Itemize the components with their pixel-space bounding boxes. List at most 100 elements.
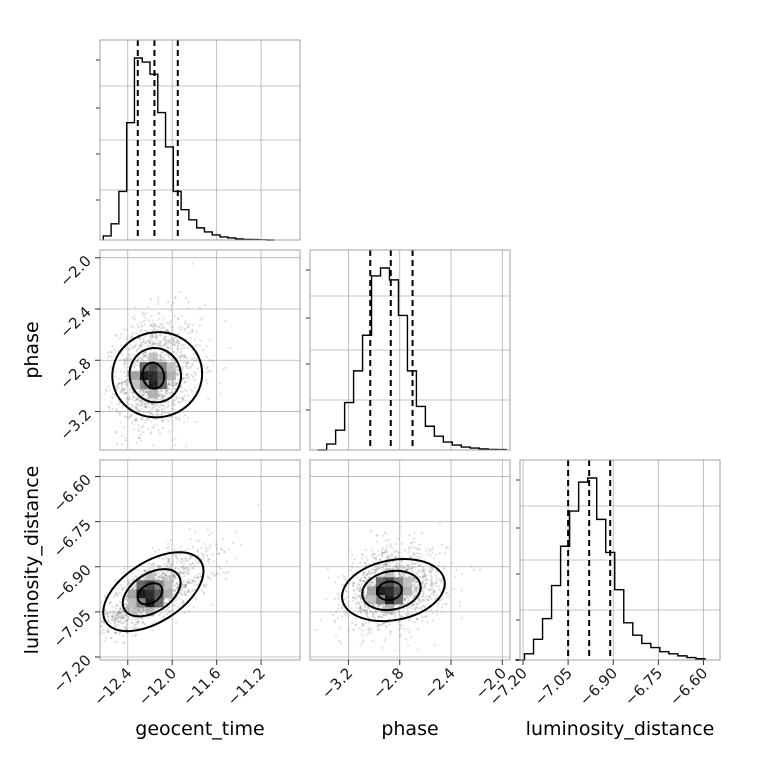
sample-point <box>154 333 157 336</box>
sample-point <box>159 360 162 363</box>
sample-point <box>398 525 401 528</box>
sample-point <box>196 550 199 553</box>
sample-point <box>412 579 415 582</box>
sample-point <box>142 607 145 610</box>
sample-point <box>142 606 145 610</box>
sample-point <box>334 634 338 637</box>
sample-point <box>120 384 124 387</box>
sample-point <box>428 549 431 552</box>
sample-point <box>372 556 375 559</box>
sample-point <box>158 341 161 345</box>
sample-point <box>131 332 134 335</box>
sample-point <box>383 610 386 613</box>
sample-point <box>163 601 166 604</box>
sample-point <box>212 574 216 578</box>
sample-point <box>112 616 115 619</box>
sample-point <box>184 585 187 588</box>
sample-point <box>137 403 140 406</box>
sample-point <box>434 590 437 593</box>
x-axis-label-phase: phase <box>381 718 438 740</box>
sample-point <box>381 623 384 626</box>
sample-point <box>371 615 374 619</box>
sample-point <box>387 538 390 541</box>
sample-point <box>421 532 424 535</box>
sample-point <box>126 401 129 404</box>
sample-point <box>113 641 116 644</box>
sample-point <box>163 359 166 362</box>
sample-point <box>123 602 126 605</box>
sample-point <box>257 504 260 507</box>
sample-point <box>352 584 355 587</box>
sample-point <box>126 370 129 373</box>
sample-point <box>123 641 126 644</box>
sample-point <box>161 344 164 347</box>
sample-point <box>425 574 428 577</box>
sample-point <box>110 617 114 620</box>
sample-point <box>384 626 387 629</box>
sample-point <box>125 603 128 606</box>
sample-point <box>148 341 151 345</box>
sample-point <box>154 325 157 328</box>
sample-point <box>126 579 129 583</box>
sample-point <box>117 612 120 615</box>
sample-point <box>174 576 177 579</box>
sample-point <box>381 607 384 610</box>
sample-point <box>437 585 440 588</box>
sample-point <box>341 574 344 577</box>
sample-point <box>142 608 145 611</box>
sample-point <box>164 574 167 578</box>
sample-point <box>379 575 382 578</box>
sample-point <box>413 546 416 549</box>
sample-point <box>115 408 118 411</box>
sample-point <box>358 587 361 590</box>
sample-point <box>185 581 189 584</box>
sample-point <box>105 390 108 393</box>
sample-point <box>161 419 164 422</box>
sample-point <box>154 335 158 338</box>
sample-point <box>400 624 403 627</box>
sample-point <box>174 590 177 593</box>
sample-point <box>403 596 406 599</box>
sample-point <box>224 320 227 323</box>
sample-point <box>124 619 127 622</box>
sample-point <box>382 551 385 554</box>
sample-point <box>400 566 403 570</box>
sample-point <box>100 625 103 628</box>
sample-point <box>118 616 121 619</box>
sample-point <box>151 562 154 566</box>
sample-point <box>140 418 143 422</box>
sample-point <box>133 423 136 426</box>
sample-point <box>167 420 170 423</box>
sample-point <box>369 583 372 587</box>
sample-point <box>180 385 183 388</box>
sample-point <box>407 575 410 578</box>
sample-point <box>140 404 143 407</box>
sample-point <box>367 570 371 574</box>
sample-point <box>183 584 186 587</box>
sample-point <box>111 605 114 608</box>
sample-point <box>160 397 163 400</box>
sample-point <box>414 588 417 591</box>
sample-point <box>140 324 143 328</box>
sample-point <box>390 556 393 559</box>
sample-point <box>174 388 177 391</box>
sample-point <box>164 335 167 338</box>
sample-point <box>166 608 169 611</box>
sample-point <box>184 445 188 448</box>
sample-point <box>373 569 376 572</box>
sample-point <box>437 602 440 606</box>
sample-point <box>182 560 185 563</box>
sample-point <box>376 625 379 628</box>
sample-point <box>126 618 129 621</box>
sample-point <box>412 579 415 582</box>
sample-point <box>369 627 372 630</box>
sample-point <box>383 640 386 643</box>
sample-point <box>160 389 163 393</box>
sample-point <box>408 534 411 537</box>
sample-point <box>157 414 160 417</box>
sample-point <box>183 380 186 383</box>
sample-point <box>140 392 143 395</box>
sample-point <box>154 323 157 326</box>
sample-point <box>107 615 110 618</box>
